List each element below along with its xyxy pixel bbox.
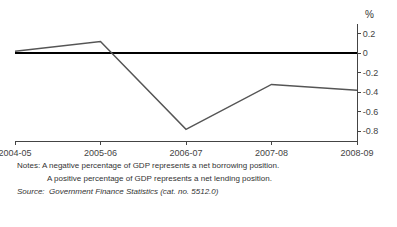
svg-text:2008-09: 2008-09 <box>340 148 373 158</box>
svg-text:-0.6: -0.6 <box>363 107 379 117</box>
svg-text:2005-06: 2005-06 <box>84 148 117 158</box>
svg-text:0: 0 <box>363 48 368 58</box>
svg-text:0.2: 0.2 <box>363 29 376 39</box>
svg-text:2007-08: 2007-08 <box>255 148 288 158</box>
svg-text:2004-05: 2004-05 <box>0 148 32 158</box>
svg-text:2006-07: 2006-07 <box>169 148 202 158</box>
svg-text:A positive percentage of GDP r: A positive percentage of GDP represents … <box>47 174 272 183</box>
svg-text:-0.2: -0.2 <box>363 68 379 78</box>
svg-text:Notes: A negative percentage o: Notes: A negative percentage of GDP repr… <box>17 161 279 170</box>
svg-text:Source: Government Finance St: Source: Government Finance Statistics (c… <box>17 187 219 196</box>
svg-text:-0.4: -0.4 <box>363 87 379 97</box>
svg-text:-0.8: -0.8 <box>363 126 379 136</box>
svg-text:%: % <box>365 9 374 20</box>
